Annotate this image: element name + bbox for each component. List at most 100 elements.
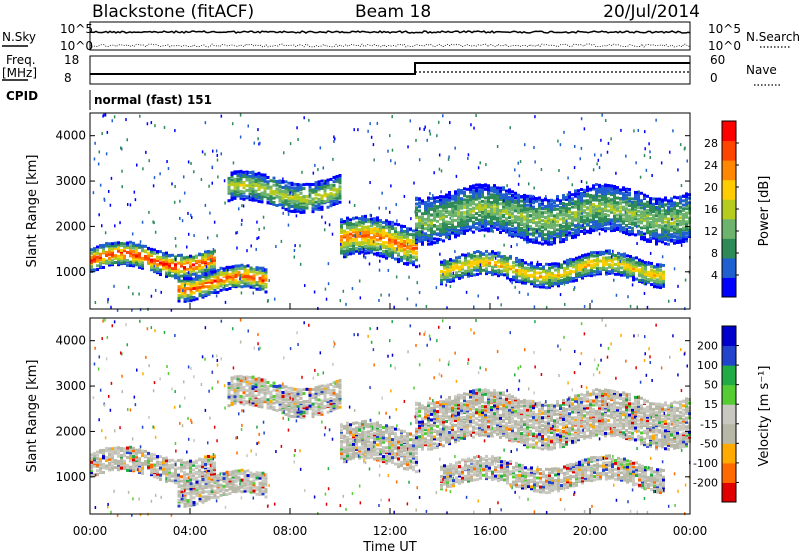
power-cell bbox=[554, 278, 557, 282]
power-cell bbox=[553, 227, 556, 231]
power-cell bbox=[544, 233, 547, 237]
power-cell bbox=[252, 284, 256, 288]
power-speckle bbox=[351, 287, 354, 291]
power-speckle bbox=[317, 168, 319, 172]
power-cell bbox=[114, 241, 117, 245]
power-speckle bbox=[533, 186, 535, 190]
power-cell bbox=[620, 255, 623, 259]
power-speckle bbox=[449, 285, 452, 289]
power-cell bbox=[508, 188, 511, 192]
power-cell bbox=[192, 284, 196, 288]
power-cell bbox=[266, 180, 270, 184]
power-cell bbox=[427, 206, 430, 210]
power-speckle bbox=[629, 304, 632, 308]
power-cell bbox=[617, 272, 620, 276]
velocity-cell bbox=[207, 468, 210, 472]
power-cell bbox=[659, 286, 662, 290]
power-cell bbox=[545, 271, 548, 275]
power-cell bbox=[628, 208, 631, 212]
power-cell bbox=[514, 201, 517, 205]
power-cell bbox=[520, 204, 523, 208]
power-speckle bbox=[211, 181, 214, 185]
power-cell bbox=[257, 181, 261, 185]
power-cell bbox=[502, 229, 505, 233]
power-cell bbox=[661, 209, 664, 213]
power-cell bbox=[102, 251, 105, 255]
power-speckle bbox=[625, 154, 627, 158]
power-cell bbox=[605, 268, 608, 272]
power-cell bbox=[679, 222, 682, 226]
power-cell bbox=[382, 250, 385, 254]
power-cell bbox=[370, 217, 373, 221]
power-cell bbox=[254, 198, 258, 202]
power-speckle bbox=[465, 290, 468, 294]
power-speckle bbox=[303, 284, 306, 288]
power-speckle bbox=[565, 219, 568, 223]
power-cell bbox=[583, 225, 586, 229]
power-speckle bbox=[664, 230, 666, 234]
power-cell bbox=[90, 258, 93, 262]
power-cell bbox=[581, 258, 584, 262]
power-cell bbox=[406, 234, 409, 238]
power-cell bbox=[249, 270, 253, 274]
power-cell bbox=[343, 235, 346, 239]
power-cell bbox=[545, 262, 548, 266]
power-cell bbox=[595, 225, 598, 229]
velocity-cell bbox=[138, 459, 141, 463]
power-cell bbox=[275, 183, 279, 187]
power-speckle bbox=[121, 169, 123, 173]
power-speckle bbox=[98, 150, 101, 154]
power-speckle bbox=[582, 268, 585, 272]
power-cell bbox=[578, 258, 581, 262]
power-cell bbox=[427, 196, 430, 200]
power-cell bbox=[329, 192, 333, 196]
power-cell bbox=[222, 267, 226, 271]
power-cell bbox=[201, 284, 205, 288]
power-cell bbox=[440, 260, 443, 264]
power-cell bbox=[520, 205, 523, 209]
power-cell bbox=[451, 218, 454, 222]
power-cell bbox=[655, 221, 658, 225]
power-cell bbox=[424, 221, 427, 225]
power-cell bbox=[496, 200, 499, 204]
power-cell bbox=[464, 256, 467, 260]
power-cell bbox=[120, 244, 123, 248]
velocity-cell bbox=[111, 447, 114, 451]
power-cell bbox=[293, 205, 297, 209]
power-cell bbox=[189, 264, 192, 268]
power-cell bbox=[646, 208, 649, 212]
velocity-cell bbox=[135, 455, 138, 459]
power-cell bbox=[664, 242, 667, 246]
power-speckle bbox=[372, 143, 375, 147]
power-cell bbox=[505, 218, 508, 222]
power-cell bbox=[433, 198, 436, 202]
power-cell bbox=[626, 260, 629, 264]
freq-panel-frame bbox=[89, 55, 691, 85]
power-cell bbox=[667, 228, 670, 232]
power-cell bbox=[225, 277, 229, 281]
power-cell bbox=[635, 277, 638, 281]
power-cell bbox=[475, 183, 478, 187]
power-cell bbox=[637, 209, 640, 213]
power-cell bbox=[439, 225, 442, 229]
power-cell bbox=[207, 249, 210, 253]
power-cell bbox=[293, 210, 297, 214]
power-speckle bbox=[423, 127, 425, 131]
power-cell bbox=[503, 268, 506, 272]
power-cell bbox=[329, 199, 333, 203]
power-cell bbox=[499, 211, 502, 215]
power-cell bbox=[382, 244, 385, 248]
power-speckle bbox=[93, 157, 96, 161]
power-cell bbox=[514, 199, 517, 203]
power-cell bbox=[559, 229, 562, 233]
power-cell bbox=[448, 237, 451, 241]
power-cell bbox=[625, 196, 628, 200]
velocity-cell bbox=[132, 446, 135, 450]
power-cell bbox=[338, 185, 342, 189]
power-cell bbox=[667, 217, 670, 221]
power-speckle bbox=[367, 129, 369, 133]
power-cell bbox=[415, 226, 418, 230]
power-cell bbox=[210, 257, 213, 261]
power-cell bbox=[198, 294, 202, 298]
power-cell bbox=[655, 234, 658, 238]
